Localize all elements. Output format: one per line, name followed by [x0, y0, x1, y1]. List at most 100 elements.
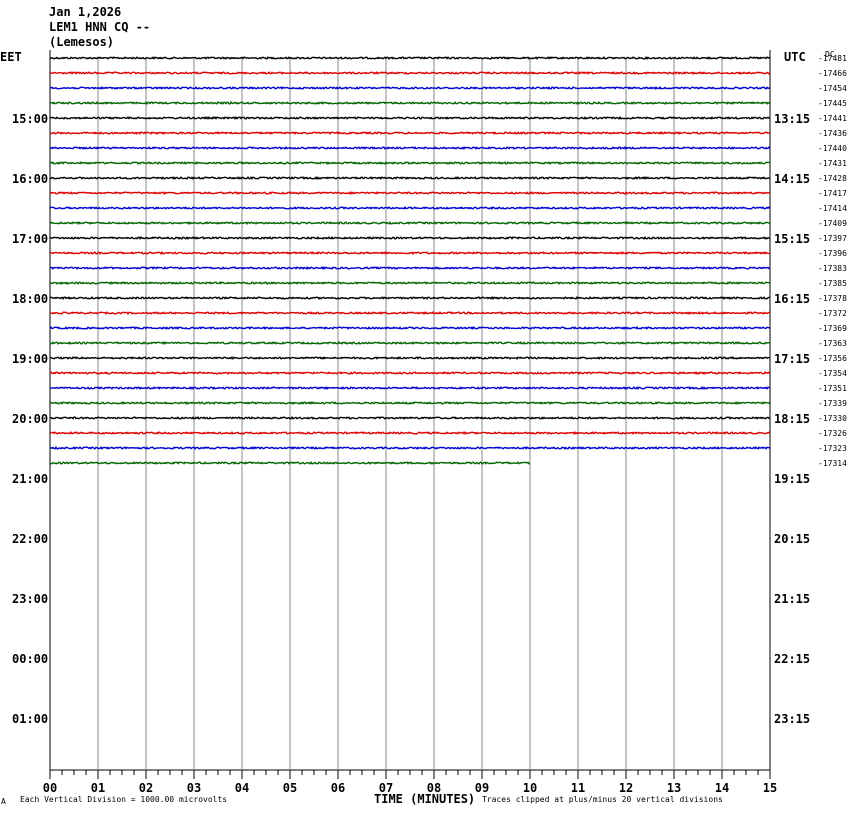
dc-offset-label: -17409 — [818, 219, 847, 228]
left-hour-label: 19:00 — [12, 352, 48, 366]
left-hour-label: 18:00 — [12, 292, 48, 306]
dc-offset-label: -17323 — [818, 444, 847, 453]
trace-line — [49, 86, 771, 90]
dc-offset-label: -17330 — [818, 414, 847, 423]
x-tick-label: 08 — [427, 781, 441, 795]
trace-line — [49, 281, 771, 285]
dc-offset-label: -17356 — [818, 354, 847, 363]
trace-line — [49, 250, 771, 255]
right-hour-label: 13:15 — [774, 112, 810, 126]
left-hour-label: 17:00 — [12, 232, 48, 246]
dc-offset-label: -17414 — [818, 204, 847, 213]
right-hour-label: 21:15 — [774, 592, 810, 606]
left-hour-label: 21:00 — [12, 472, 48, 486]
header-station: LEM1 HNN CQ -- — [49, 20, 150, 34]
trace-line — [49, 160, 771, 165]
x-tick-label: 12 — [619, 781, 633, 795]
dc-offset-label: -17383 — [818, 264, 847, 273]
trace-line — [49, 220, 771, 226]
trace-line — [49, 356, 771, 360]
x-axis-title: TIME (MINUTES) — [374, 792, 475, 806]
header-location: (Lemesos) — [49, 35, 114, 49]
trace-line — [49, 145, 771, 151]
dc-offset-label: -17436 — [818, 129, 847, 138]
x-tick-label: 00 — [43, 781, 57, 795]
dc-offset-label: -17354 — [818, 369, 847, 378]
x-tick-label: 02 — [139, 781, 153, 795]
x-tick-label: 04 — [235, 781, 249, 795]
left-hour-label: 01:00 — [12, 712, 48, 726]
right-hour-label: 18:15 — [774, 412, 810, 426]
scale-note: Each Vertical Division = 1000.00 microvo… — [20, 795, 227, 804]
x-tick-label: 09 — [475, 781, 489, 795]
dc-offset-label: -17466 — [818, 69, 847, 78]
trace-line — [49, 205, 771, 210]
trace-line — [49, 295, 771, 301]
trace-line — [50, 71, 771, 75]
x-tick-label: 07 — [379, 781, 393, 795]
header-date: Jan 1,2026 — [49, 5, 121, 19]
trace-line — [49, 430, 771, 436]
dc-offset-label: -17339 — [818, 399, 847, 408]
left-hour-label: 20:00 — [12, 412, 48, 426]
right-hour-label: 23:15 — [774, 712, 810, 726]
left-timezone-label: EET — [0, 50, 22, 64]
trace-line — [49, 401, 771, 405]
dc-offset-label: -17326 — [818, 429, 847, 438]
dc-label: DC — [825, 50, 835, 59]
right-hour-label: 17:15 — [774, 352, 810, 366]
trace-line — [49, 371, 771, 375]
right-timezone-label: UTC — [784, 50, 806, 64]
right-hour-label: 14:15 — [774, 172, 810, 186]
x-tick-label: 11 — [571, 781, 585, 795]
clip-note: Traces clipped at plus/minus 20 vertical… — [482, 795, 723, 804]
right-hour-label: 22:15 — [774, 652, 810, 666]
x-tick-label: 06 — [331, 781, 345, 795]
right-hour-label: 15:15 — [774, 232, 810, 246]
dc-offset-label: -17351 — [818, 384, 847, 393]
x-tick-label: 01 — [91, 781, 105, 795]
dc-offset-label: -17481 — [818, 54, 847, 63]
trace-line — [49, 265, 771, 271]
dc-offset-label: -17378 — [818, 294, 847, 303]
left-hour-label: 00:00 — [12, 652, 48, 666]
x-tick-label: 03 — [187, 781, 201, 795]
dc-offset-label: -17372 — [818, 309, 847, 318]
left-hour-label: 23:00 — [12, 592, 48, 606]
left-hour-label: 16:00 — [12, 172, 48, 186]
trace-line — [49, 116, 771, 120]
dc-offset-label: -17431 — [818, 159, 847, 168]
x-tick-label: 05 — [283, 781, 297, 795]
dc-offset-label: -17397 — [818, 234, 847, 243]
dc-offset-label: -17369 — [818, 324, 847, 333]
dc-offset-label: -17417 — [818, 189, 847, 198]
dc-offset-label: -17445 — [818, 99, 847, 108]
trace-line — [49, 341, 771, 346]
x-tick-label: 13 — [667, 781, 681, 795]
x-tick-label: 10 — [523, 781, 537, 795]
left-hour-label: 15:00 — [12, 112, 48, 126]
dc-offset-label: -17385 — [818, 279, 847, 288]
left-hour-label: 22:00 — [12, 532, 48, 546]
trace-line — [49, 190, 771, 195]
dc-offset-label: -17440 — [818, 144, 847, 153]
trace-line — [49, 311, 771, 315]
trace-line — [49, 101, 771, 106]
trace-line — [49, 55, 771, 60]
trace-line — [49, 131, 771, 135]
trace-line — [49, 446, 771, 450]
right-hour-label: 19:15 — [774, 472, 810, 486]
dc-offset-label: -17441 — [818, 114, 847, 123]
right-hour-label: 16:15 — [774, 292, 810, 306]
dc-offset-label: -17454 — [818, 84, 847, 93]
corner-mark: A — [1, 797, 6, 806]
dc-offset-label: -17363 — [818, 339, 847, 348]
dc-offset-label: -17428 — [818, 174, 847, 183]
trace-line — [49, 235, 771, 240]
trace-line — [49, 176, 771, 180]
dc-offset-label: -17314 — [818, 459, 847, 468]
trace-line — [49, 325, 771, 331]
trace-line — [49, 415, 771, 420]
x-tick-label: 15 — [763, 781, 777, 795]
